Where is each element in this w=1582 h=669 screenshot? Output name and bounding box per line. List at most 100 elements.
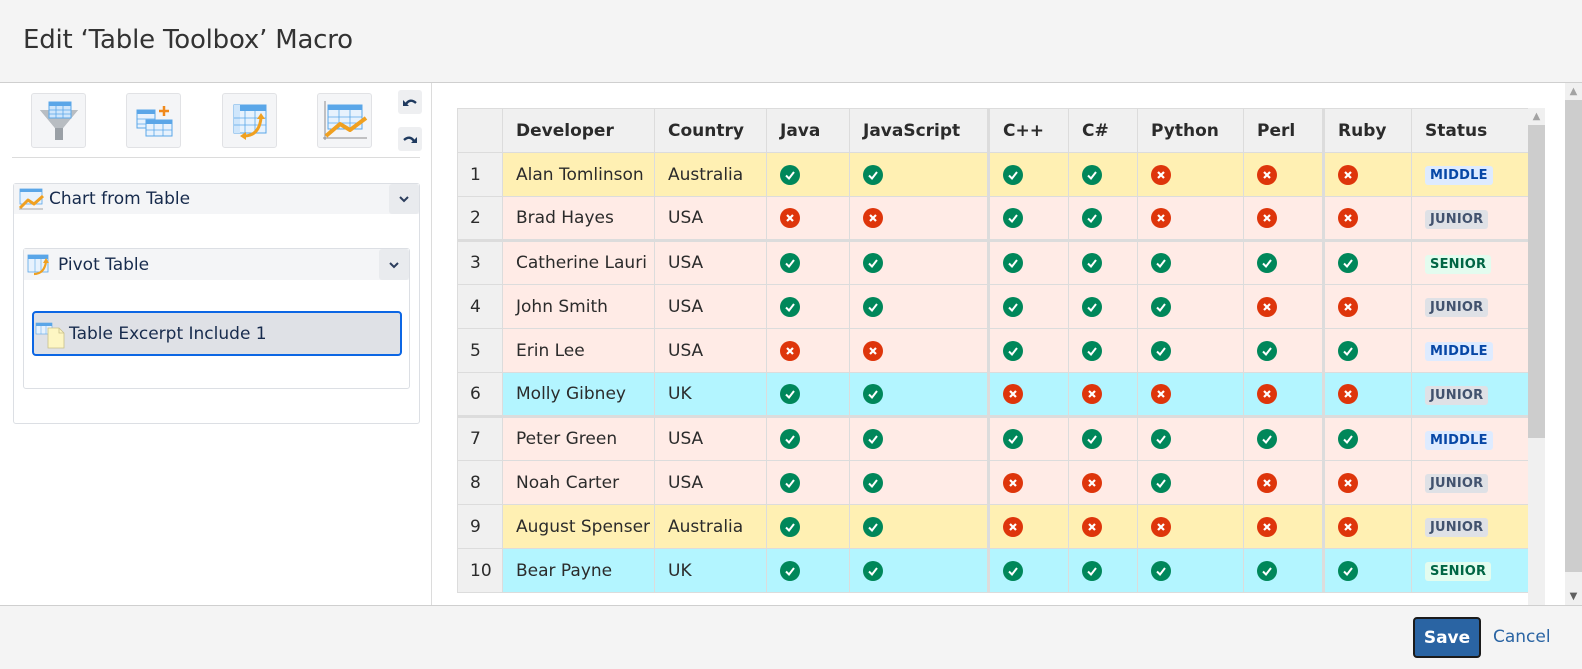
check-icon (1003, 429, 1023, 449)
check-icon (863, 560, 883, 581)
table-row: 7 Peter Green USA MIDDLE (457, 416, 1530, 461)
check-icon (1082, 296, 1102, 317)
scroll-up-arrow-icon[interactable]: ▲ (1532, 111, 1541, 122)
column-header-javascript[interactable]: JavaScript (849, 108, 989, 153)
column-header-row-number[interactable] (457, 108, 503, 153)
status-badge: JUNIOR (1425, 474, 1489, 493)
skill-cell (766, 504, 850, 549)
row-number: 6 (457, 372, 503, 418)
column-header-java[interactable]: Java (766, 108, 850, 153)
skill-cell (987, 548, 1069, 593)
status-cell: MIDDLE (1411, 416, 1530, 461)
check-icon (1257, 429, 1277, 449)
developer-cell: Noah Carter (502, 460, 655, 505)
pivot-table-label: Pivot Table (58, 254, 150, 275)
panel-scrollbar-thumb[interactable] (1565, 100, 1582, 572)
status-badge: SENIOR (1425, 562, 1492, 581)
column-header-perl[interactable]: Perl (1243, 108, 1324, 153)
pivot-table-header[interactable]: Pivot Table (24, 249, 409, 280)
status-badge: JUNIOR (1425, 209, 1489, 229)
check-icon (1151, 472, 1171, 493)
column-header-c[interactable]: C++ (987, 108, 1069, 153)
status-cell: JUNIOR (1411, 196, 1530, 242)
developers-table: Developer Country Java JavaScript C++ C# Pytho… (457, 108, 1530, 593)
undo-icon (403, 99, 417, 106)
skill-cell (987, 372, 1069, 418)
pivot-table-button[interactable] (222, 93, 277, 148)
skill-cell (1068, 240, 1138, 285)
skill-cell (849, 372, 989, 418)
column-header-python[interactable]: Python (1137, 108, 1244, 153)
table-filter-button[interactable] (31, 93, 86, 148)
skill-cell (987, 152, 1069, 197)
skill-cell (766, 240, 850, 285)
check-icon (1003, 296, 1023, 317)
pivot-table-icon (233, 104, 266, 140)
skill-cell (987, 196, 1069, 242)
table-row: 4 John Smith USA JUNIOR (457, 284, 1530, 329)
column-header-country[interactable]: Country (654, 108, 767, 153)
cross-icon (1151, 164, 1171, 185)
developer-cell: Bear Payne (502, 548, 655, 593)
check-icon (1003, 560, 1023, 581)
country-cell: UK (654, 372, 767, 418)
check-icon (1003, 340, 1023, 361)
check-icon (1151, 253, 1171, 273)
skill-cell (1243, 504, 1324, 549)
cancel-link[interactable]: Cancel (1493, 627, 1551, 647)
chart-from-table-button[interactable] (317, 93, 372, 148)
status-badge: JUNIOR (1425, 298, 1489, 317)
table-scrollbar-thumb[interactable] (1528, 125, 1545, 438)
cross-icon (1151, 208, 1171, 228)
save-button[interactable]: Save (1413, 617, 1481, 658)
skill-cell (1322, 504, 1412, 549)
skill-cell (1243, 460, 1324, 505)
panel-scrollbar[interactable]: ▲ ▼ (1565, 83, 1582, 605)
table-transformer-button[interactable] (126, 93, 181, 148)
chart-from-table-icon (322, 100, 367, 140)
check-icon (1082, 208, 1102, 228)
skill-cell (849, 460, 989, 505)
column-header-c[interactable]: C# (1068, 108, 1138, 153)
cross-icon (1082, 472, 1102, 493)
row-number: 7 (457, 416, 503, 461)
table-excerpt-include-node[interactable]: Table Excerpt Include 1 (32, 311, 402, 356)
skill-cell (1243, 152, 1324, 197)
row-number: 4 (457, 284, 503, 329)
undo-button[interactable] (398, 90, 422, 114)
check-icon (863, 164, 883, 185)
developer-cell: John Smith (502, 284, 655, 329)
cross-icon (780, 340, 800, 361)
skill-cell (987, 460, 1069, 505)
check-icon (1151, 296, 1171, 317)
pivot-table-collapse-button[interactable] (379, 249, 409, 280)
chart-from-table-collapse-button[interactable] (389, 184, 419, 214)
redo-button[interactable] (398, 127, 422, 151)
table-scrollbar[interactable]: ▲ (1528, 108, 1545, 605)
column-header-ruby[interactable]: Ruby (1322, 108, 1412, 153)
chart-from-table-header[interactable]: Chart from Table (14, 184, 419, 214)
cross-icon (1151, 384, 1171, 404)
check-icon (780, 516, 800, 537)
status-cell: JUNIOR (1411, 284, 1530, 329)
status-cell: JUNIOR (1411, 372, 1530, 418)
status-badge: SENIOR (1425, 254, 1492, 274)
skill-cell (766, 284, 850, 329)
cross-icon (780, 208, 800, 228)
dialog-header: Edit ‘Table Toolbox’ Macro (0, 0, 1582, 83)
check-icon (1082, 164, 1102, 185)
scroll-down-arrow-icon[interactable]: ▼ (1569, 591, 1578, 602)
developer-cell: Erin Lee (502, 328, 655, 373)
macro-toolbar (12, 83, 422, 158)
table-row: 10 Bear Payne UK SENIOR (457, 548, 1530, 593)
skill-cell (1243, 328, 1324, 373)
column-header-developer[interactable]: Developer (502, 108, 655, 153)
column-header-status[interactable]: Status (1411, 108, 1530, 153)
skill-cell (849, 284, 989, 329)
cross-icon (863, 340, 883, 361)
skill-cell (1322, 416, 1412, 461)
cross-icon (1257, 384, 1277, 404)
skill-cell (987, 328, 1069, 373)
cross-icon (1003, 472, 1023, 493)
scroll-up-arrow-icon[interactable]: ▲ (1569, 86, 1578, 97)
